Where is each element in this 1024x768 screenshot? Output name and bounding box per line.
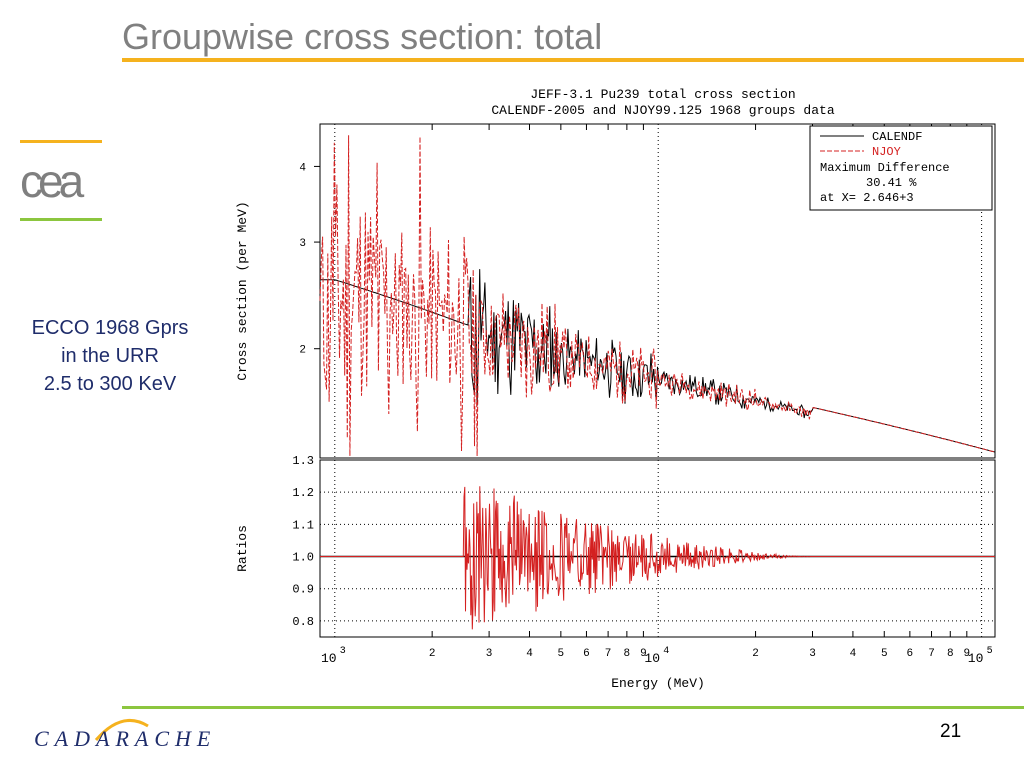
xtick-minor-label: 2 — [429, 648, 436, 660]
series-calendf-line — [320, 269, 996, 453]
side-note-line-1: ECCO 1968 Gprs — [31, 317, 189, 339]
ratio-ytick-label: 1.1 — [292, 518, 314, 532]
top-ytick-label: 3 — [299, 238, 306, 250]
xtick-major-label: 10 — [968, 651, 984, 666]
xtick-minor-label: 3 — [486, 648, 493, 660]
xtick-minor-label: 6 — [907, 648, 914, 660]
xtick-major-exponent: 4 — [663, 646, 669, 657]
top-ytick-label: 4 — [299, 162, 306, 174]
xtick-minor-label: 5 — [558, 648, 565, 660]
page-number: 21 — [940, 721, 962, 742]
chart-title: JEFF-3.1 Pu239 total cross section — [530, 87, 795, 102]
ratio-plot-frame — [319, 459, 996, 638]
xtick-minor-label: 7 — [928, 648, 935, 660]
xtick-minor-label: 8 — [624, 648, 631, 660]
legend-calendf-label: CALENDF — [872, 130, 922, 144]
xtick-major-label: 10 — [644, 651, 660, 666]
side-note-line-2: in the URR — [61, 345, 159, 367]
legend-note-3: at X= 2.646+3 — [820, 191, 914, 205]
legend-note-2: 30.41 % — [866, 176, 917, 190]
chart-subtitle: CALENDF-2005 and NJOY99.125 1968 groups … — [491, 103, 834, 118]
xtick-minor-label: 4 — [850, 648, 857, 660]
xtick-minor-label: 2 — [752, 648, 759, 660]
ratio-ytick-label: 1.3 — [292, 454, 314, 468]
xtick-minor-label: 4 — [526, 648, 533, 660]
ratio-ytick-label: 0.9 — [292, 583, 314, 597]
xtick-minor-label: 6 — [583, 648, 590, 660]
y-axis-label: Cross section (per MeV) — [235, 201, 250, 380]
xtick-minor-label: 5 — [881, 648, 888, 660]
side-note-line-3: 2.5 to 300 KeV — [43, 373, 177, 395]
x-axis-label: Energy (MeV) — [611, 676, 705, 691]
xtick-major-label: 10 — [321, 651, 337, 666]
legend-note-1: Maximum Difference — [820, 161, 950, 175]
xtick-minor-label: 3 — [809, 648, 816, 660]
legend-box — [809, 125, 993, 211]
xtick-minor-label: 8 — [947, 648, 954, 660]
xtick-minor-label: 7 — [605, 648, 612, 660]
xtick-major-exponent: 3 — [340, 646, 346, 657]
cross-section-chart: JEFF-3.1 Pu239 total cross sectionCALEND… — [235, 87, 996, 691]
footer-rule — [122, 706, 1024, 709]
legend-njoy-label: NJOY — [872, 145, 901, 159]
title-underline — [122, 58, 1024, 62]
logo-rule-top — [20, 140, 102, 143]
ratio-ytick-label: 0.8 — [292, 615, 314, 629]
xtick-minor-label: 9 — [640, 648, 647, 660]
ratio-ytick-label: 1.2 — [292, 486, 314, 500]
xtick-minor-label: 9 — [964, 648, 971, 660]
top-ytick-label: 2 — [299, 345, 306, 357]
slide-title: Groupwise cross section: total — [122, 16, 603, 57]
xtick-major-exponent: 5 — [987, 646, 993, 657]
logo-rule-bottom — [20, 218, 102, 221]
series-njoy-line — [319, 135, 996, 457]
ratio-njoy-line — [320, 486, 995, 630]
ratio-axis-label: Ratios — [235, 525, 250, 572]
brand-arc-icon — [94, 718, 149, 741]
side-note: ECCO 1968 Gprs in the URR 2.5 to 300 KeV — [0, 314, 220, 398]
cea-logo: cea — [20, 155, 84, 207]
ratio-ytick-label: 1.0 — [292, 551, 314, 565]
cadarache-logo: CADARACHE — [34, 726, 217, 751]
